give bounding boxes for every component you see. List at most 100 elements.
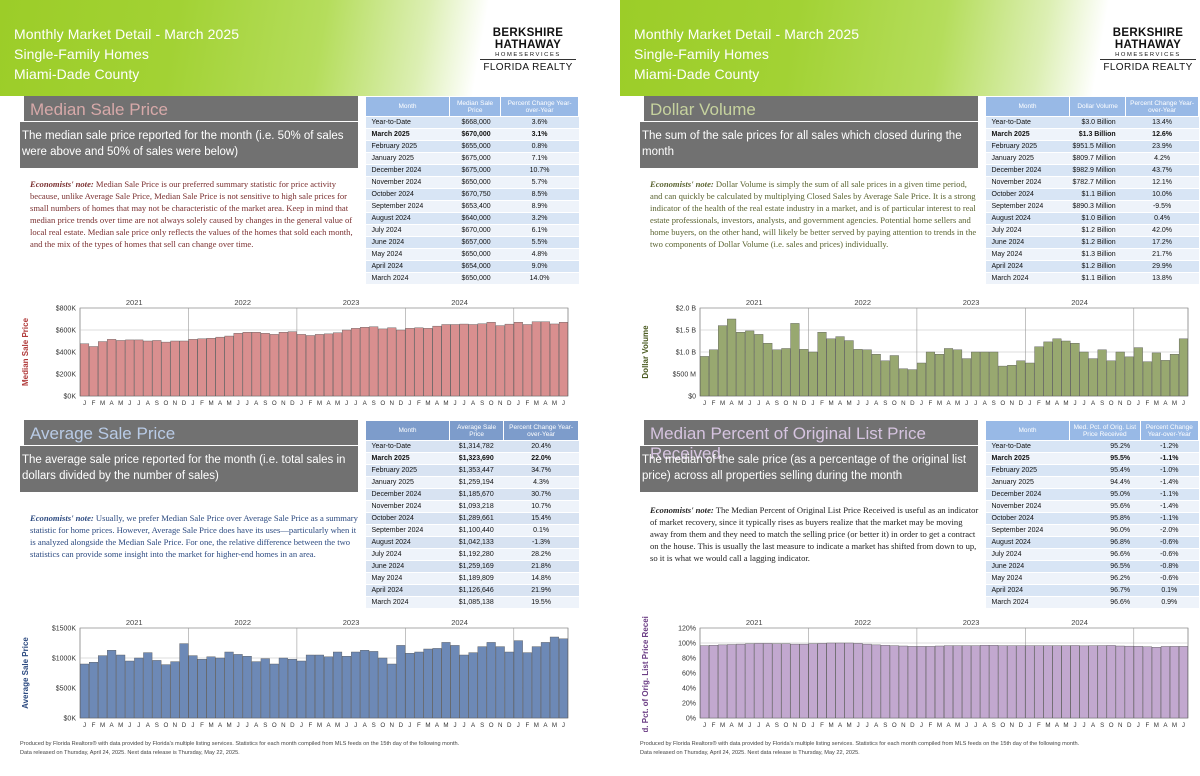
cell-month: December 2024 (985, 488, 1070, 501)
bar (549, 323, 559, 397)
bar (324, 656, 334, 719)
cell-month: January 2025 (985, 152, 1070, 165)
cell-yoy: 3.6% (500, 116, 579, 129)
bar (215, 657, 225, 719)
cell-yoy: 4.3% (503, 476, 579, 489)
bar (1115, 645, 1125, 719)
table-row: March 2025 $1.3 Billion 12.6% (985, 128, 1199, 141)
cell-value: 95.0% (1069, 488, 1141, 501)
x-tick-label: J (83, 722, 86, 729)
cell-yoy: -9.5% (1125, 200, 1199, 213)
x-tick-label: J (974, 722, 977, 729)
x-tick-label: J (857, 400, 860, 407)
bar (1079, 645, 1089, 719)
table-row: June 2024 $1,259,169 21.8% (365, 560, 579, 573)
cell-month: April 2024 (365, 584, 450, 597)
y-tick-label: $600K (56, 328, 77, 335)
x-tick-label: D (290, 400, 295, 407)
bar (808, 643, 818, 719)
brand-logo: BERKSHIRE HATHAWAY HOMESERVICES FLORIDA … (1100, 27, 1196, 73)
cell-yoy: 6.1% (500, 224, 579, 237)
x-tick-label: A (1055, 400, 1060, 407)
bar (369, 326, 379, 397)
cell-yoy: 34.7% (503, 464, 579, 477)
x-tick-label: M (828, 722, 833, 729)
x-tick-label: A (543, 400, 548, 407)
x-tick-label: S (1100, 400, 1104, 407)
cell-month: March 2024 (365, 596, 450, 609)
bar (772, 349, 782, 397)
x-tick-label: M (425, 400, 430, 407)
year-label: 2022 (234, 618, 251, 627)
footer-line: Produced by Florida Realtors® with data … (20, 741, 460, 747)
cell-value: $655,000 (449, 140, 501, 153)
table-row: July 2024 $1.2 Billion 42.0% (985, 224, 1199, 237)
cell-yoy: -0.6% (1140, 536, 1199, 549)
bar (1034, 645, 1044, 719)
x-tick-label: N (901, 400, 905, 407)
cell-yoy: -1.0% (1140, 464, 1199, 477)
x-tick-label: J (246, 400, 249, 407)
x-tick-label: A (946, 400, 951, 407)
cell-month: April 2024 (985, 584, 1070, 597)
x-tick-label: D (1127, 722, 1132, 729)
bar (1142, 646, 1152, 719)
bar (1178, 338, 1189, 397)
x-tick-label: J (345, 722, 348, 729)
x-tick-label: D (802, 400, 807, 407)
x-tick-label: J (300, 400, 303, 407)
table-header-row: Month Average Sale Price Percent Change Ye… (365, 420, 579, 441)
table-row: Year-to-Date $3.0 Billion 13.4% (985, 116, 1199, 129)
bar (423, 328, 433, 397)
x-tick-label: O (1109, 722, 1114, 729)
x-tick-label: J (191, 722, 194, 729)
cell-yoy: 21.8% (503, 560, 579, 573)
footer: Produced by Florida Realtors® with data … (20, 740, 459, 758)
x-tick-label: J (1182, 400, 1185, 407)
cell-month: January 2025 (365, 476, 450, 489)
table-row: November 2024 $1,093,218 10.7% (365, 500, 579, 513)
x-tick-label: F (92, 722, 96, 729)
x-tick-label: J (137, 400, 140, 407)
bar (378, 328, 388, 397)
x-tick-label: A (1163, 722, 1168, 729)
bar (450, 645, 460, 719)
x-tick-label: F (1037, 722, 1041, 729)
cell-month: November 2024 (365, 176, 450, 189)
table-row: April 2024 $1,126,646 21.9% (365, 584, 579, 597)
bar (233, 654, 243, 719)
x-tick-label: O (272, 722, 277, 729)
x-tick-label: F (929, 722, 933, 729)
bar (549, 636, 559, 719)
x-tick-label: F (200, 400, 204, 407)
bar (143, 652, 153, 719)
header-banner: Monthly Market Detail - March 2025 Singl… (620, 0, 1200, 96)
x-tick-label: F (1037, 400, 1041, 407)
x-tick-label: S (263, 722, 267, 729)
cell-month: March 2025 (985, 452, 1070, 465)
bar (1034, 346, 1044, 397)
x-tick-label: M (720, 400, 725, 407)
x-tick-label: S (372, 722, 376, 729)
x-tick-label: J (354, 722, 357, 729)
bar (853, 349, 863, 397)
bar (251, 332, 261, 397)
y-tick-label: $1.5 B (676, 328, 697, 335)
cell-yoy: -1.1% (1140, 452, 1199, 465)
x-tick-label: D (1019, 400, 1024, 407)
x-tick-label: M (443, 400, 448, 407)
table-row: January 2025 $675,000 7.1% (365, 152, 579, 165)
cell-value: $1,259,194 (449, 476, 504, 489)
x-tick-label: J (748, 722, 751, 729)
bar (477, 323, 487, 397)
bar (862, 643, 872, 719)
bar (513, 640, 523, 719)
cell-yoy: -2.0% (1140, 524, 1199, 537)
dollar-desc-box: Dollar Volume The sum of the sale prices… (640, 96, 978, 168)
bar (871, 644, 881, 719)
cell-value: $890.3 Million (1069, 200, 1126, 213)
footer: Produced by Florida Realtors® with data … (640, 740, 1079, 758)
x-tick-label: A (730, 400, 735, 407)
bar (898, 645, 908, 719)
bar (1007, 645, 1017, 719)
